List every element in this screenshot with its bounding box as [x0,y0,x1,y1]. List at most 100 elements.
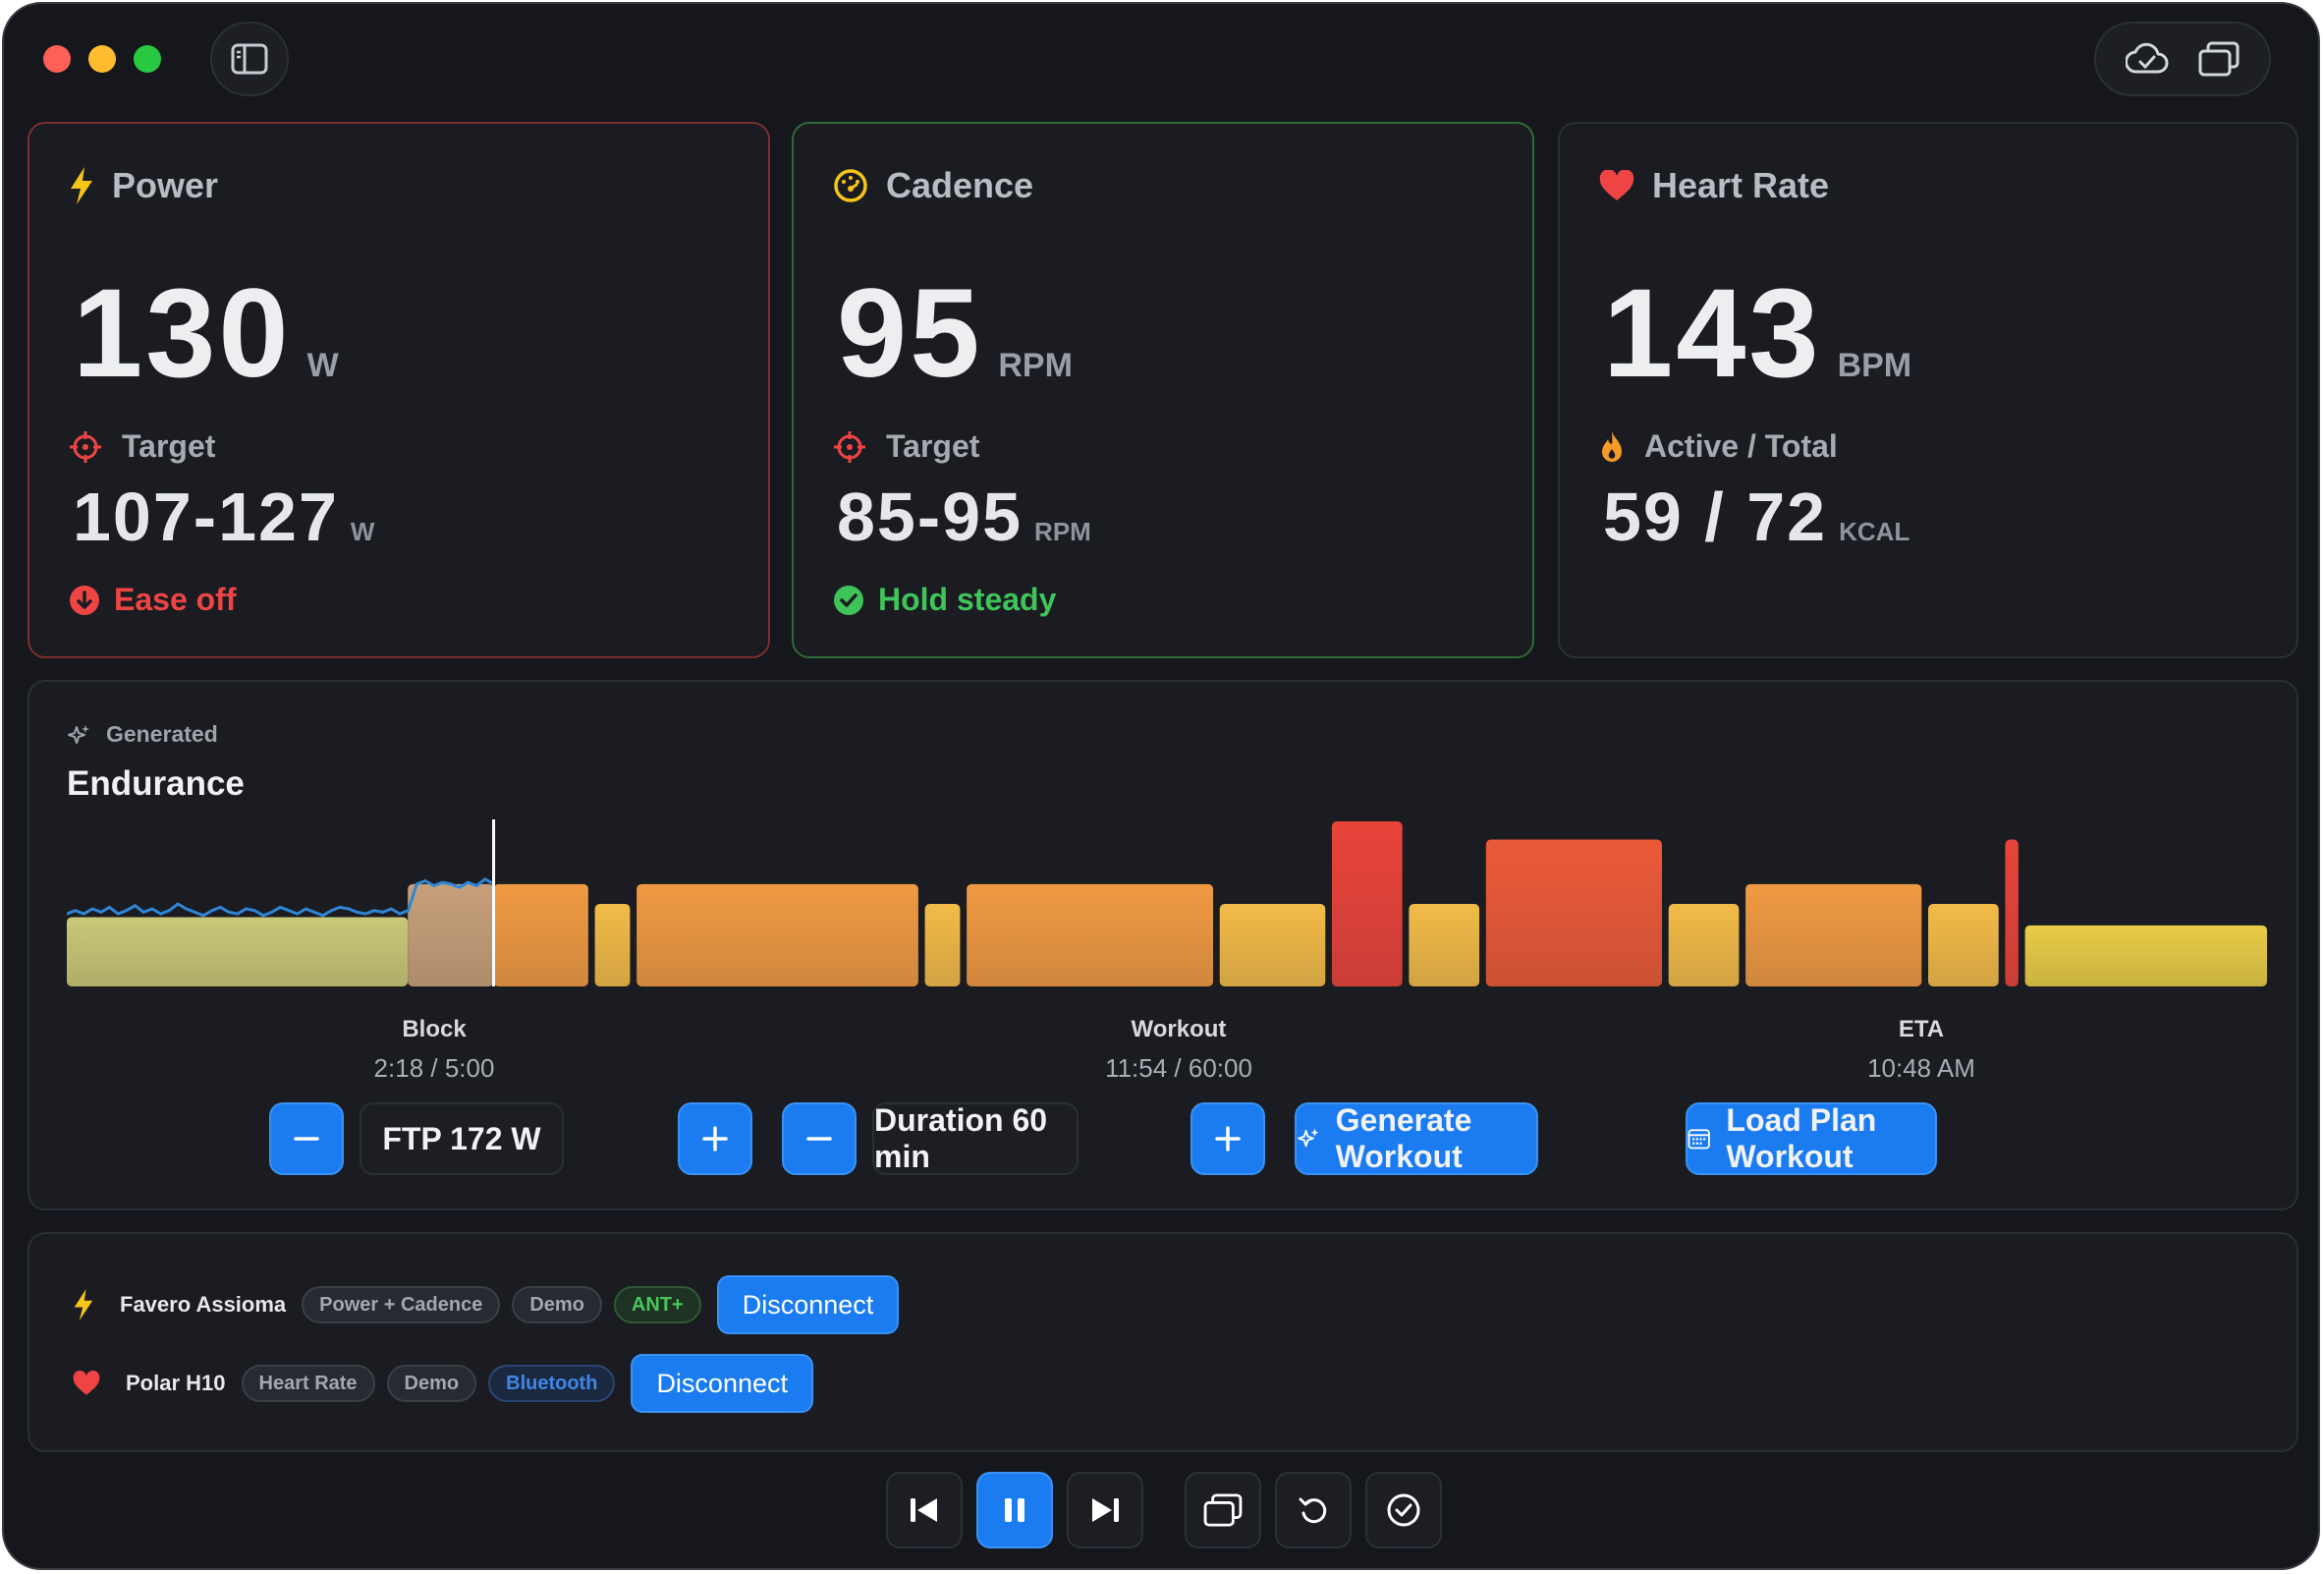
workout-segment [1485,839,1662,986]
workout-segment [1668,904,1740,986]
workout-segment [967,883,1214,986]
sidebar-toggle-icon [231,43,268,75]
workout-segment [636,883,918,986]
workout-segment [594,904,631,986]
zoom-window-button[interactable] [134,45,161,73]
cadence-unit: RPM [998,347,1073,384]
heart-icon [73,1371,100,1395]
power-target-label: Target [122,428,216,464]
windows-icon[interactable] [2198,41,2240,77]
workout-segment [1409,904,1480,986]
power-trace-line [67,877,495,918]
ftp-decrease-button[interactable] [269,1102,344,1175]
heart-rate-value: 143 [1603,263,1822,404]
device-tag: Demo [512,1286,602,1323]
power-card: Power 130 W Target 107-127 W [28,122,770,658]
power-target-unit: W [350,517,375,546]
restart-button[interactable] [1275,1472,1352,1548]
generated-label: Generated [106,721,218,747]
device-tag: ANT+ [613,1286,701,1323]
power-label: Power [112,165,219,205]
ftp-value: FTP 172 W [382,1120,541,1156]
eta-value: 10:48 AM [1867,1053,1975,1083]
plus-icon [1215,1126,1241,1152]
cadence-value: 95 [837,263,983,404]
cadence-target-value: 85-95 [837,478,1024,555]
cadence-target-unit: RPM [1034,517,1091,546]
finish-button[interactable] [1365,1472,1442,1548]
skip-back-icon [911,1498,937,1522]
workout-stat: Workout 11:54 / 60:00 [1031,1016,1326,1084]
speedometer-icon [834,169,867,202]
pause-button[interactable] [976,1472,1053,1548]
workout-segment [2024,925,2267,986]
cadence-label: Cadence [886,165,1034,205]
check-circle-icon [834,585,863,615]
skip-back-button[interactable] [886,1472,963,1548]
duration-value: Duration 60 min [874,1102,1048,1174]
titlebar-actions [2094,22,2271,96]
heart-rate-card: Heart Rate 143 BPM Active / Total 59 / 7… [1558,122,2298,658]
workout-segment [1219,904,1326,986]
heart-icon [1599,170,1634,200]
block-label: Block [402,1016,467,1042]
flame-icon [1602,430,1622,462]
minimize-window-button[interactable] [88,45,116,73]
device-name: Favero Assioma [120,1292,287,1317]
sparkles-icon [68,724,89,744]
duration-increase-button[interactable] [1190,1102,1265,1175]
skip-forward-icon [1092,1498,1119,1522]
disconnect-button[interactable]: Disconnect [716,1275,900,1334]
block-value: 2:18 / 5:00 [373,1053,495,1083]
device-tag: Power + Cadence [302,1286,501,1323]
cloud-check-icon[interactable] [2126,42,2169,76]
workout-timeline[interactable] [67,819,2267,986]
power-status: Ease off [114,582,237,617]
workout-segment [493,883,588,986]
workout-time-value: 11:54 / 60:00 [1105,1053,1252,1083]
cadence-target-label: Target [886,428,980,464]
heart-rate-unit: BPM [1837,347,1912,384]
energy-value: 59 / 72 [1603,478,1828,555]
target-icon [834,430,865,463]
windows-button[interactable] [1185,1472,1261,1548]
calendar-icon [1688,1129,1710,1150]
disconnect-button[interactable]: Disconnect [631,1354,814,1413]
minus-icon [294,1137,319,1141]
pause-icon [1005,1498,1024,1522]
plus-icon [702,1126,728,1152]
device-tag: Demo [386,1365,477,1402]
minus-icon [806,1137,832,1141]
power-value: 130 [73,263,292,404]
workout-segment [1332,821,1403,986]
skip-forward-button[interactable] [1067,1472,1143,1548]
workout-segment [67,917,409,986]
duration-field[interactable]: Duration 60 min [872,1102,1079,1175]
load-plan-workout-label: Load Plan Workout [1726,1102,1877,1174]
device-row: Favero Assioma Power + Cadence Demo ANT+… [73,1275,900,1334]
power-unit: W [306,347,339,384]
workout-segment [924,904,961,986]
restart-icon [1299,1497,1327,1524]
target-icon [70,430,101,463]
workout-title: Endurance [67,764,245,803]
cadence-status: Hold steady [878,582,1057,617]
eta-stat: ETA 10:48 AM [1774,1016,2069,1084]
devices-panel: Favero Assioma Power + Cadence Demo ANT+… [28,1232,2298,1452]
ftp-increase-button[interactable] [678,1102,752,1175]
energy-unit: KCAL [1839,517,1910,546]
close-window-button[interactable] [43,45,71,73]
bolt-icon [74,1289,93,1321]
workout-panel: Generated Endurance Block 2:18 / 5:00 Wo… [28,680,2298,1210]
generate-workout-label: Generate Workout [1335,1102,1472,1174]
workout-segment [1928,904,1999,986]
sidebar-toggle-button[interactable] [210,22,289,96]
generate-workout-button[interactable]: Generate Workout [1295,1102,1538,1175]
device-name: Polar H10 [126,1371,226,1395]
ftp-field[interactable]: FTP 172 W [360,1102,564,1175]
cadence-card: Cadence 95 RPM Target 85-95 RPM [792,122,1534,658]
duration-decrease-button[interactable] [782,1102,857,1175]
power-target-value: 107-127 [73,478,339,555]
workout-segment [408,883,494,986]
load-plan-workout-button[interactable]: Load Plan Workout [1686,1102,1937,1175]
